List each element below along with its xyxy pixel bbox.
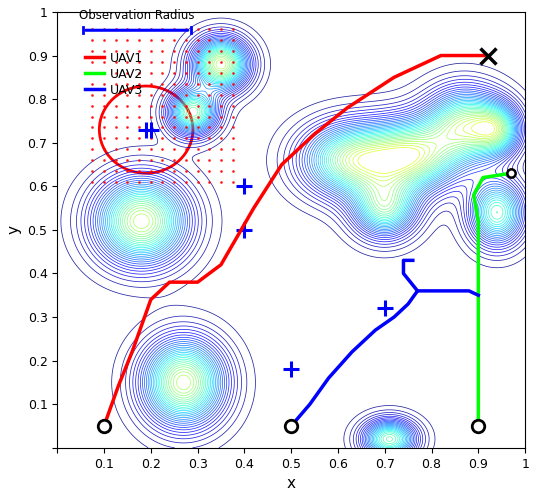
Legend: UAV1, UAV2, UAV3: UAV1, UAV2, UAV3: [80, 46, 148, 102]
X-axis label: x: x: [287, 476, 296, 491]
Y-axis label: y: y: [7, 226, 22, 235]
Text: Observation Radius: Observation Radius: [79, 9, 195, 22]
